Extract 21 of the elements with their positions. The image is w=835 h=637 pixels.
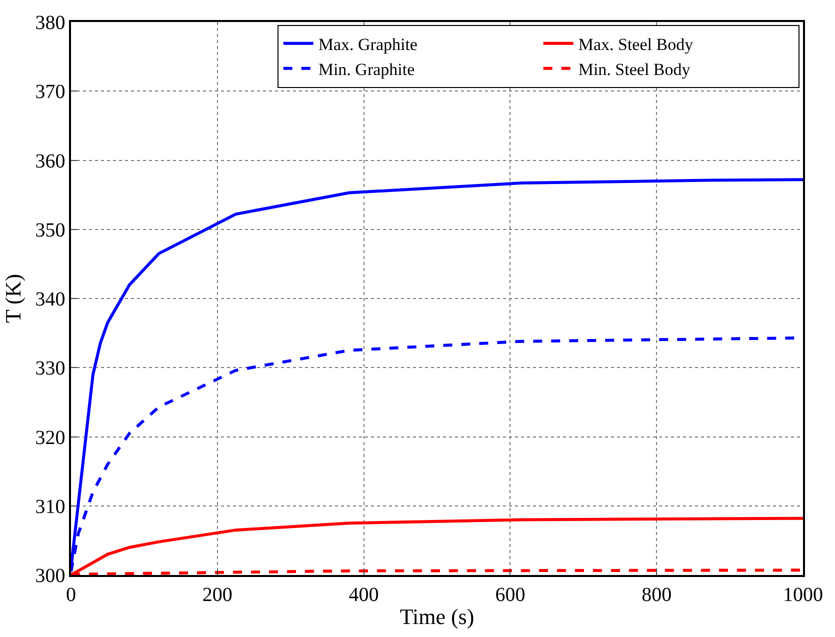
x-tick-label: 0: [66, 584, 76, 606]
y-tick-label: 370: [35, 81, 66, 104]
x-tick-label: 200: [202, 584, 232, 606]
x-tick-label: 1000: [783, 584, 823, 606]
x-tick-label: 800: [642, 584, 672, 606]
y-tick-label: 360: [35, 150, 66, 172]
y-tick-label: 340: [35, 288, 66, 310]
y-tick-label: 310: [35, 496, 66, 518]
legend-label: Min. Graphite: [318, 60, 415, 80]
y-tick-label: 380: [35, 12, 66, 34]
y-axis-title: T (K): [0, 274, 26, 324]
legend-label: Max. Graphite: [318, 34, 418, 54]
legend-label: Min. Steel Body: [578, 60, 691, 80]
y-tick-label: 320: [35, 426, 66, 449]
x-tick-label: 400: [348, 584, 379, 606]
x-tick-label: 600: [495, 584, 526, 606]
legend-label: Max. Steel Body: [578, 34, 694, 54]
y-tick-label: 350: [35, 219, 66, 242]
y-tick-label: 300: [35, 565, 66, 587]
x-axis-title: Time (s): [400, 604, 474, 630]
y-tick-label: 330: [35, 358, 66, 380]
